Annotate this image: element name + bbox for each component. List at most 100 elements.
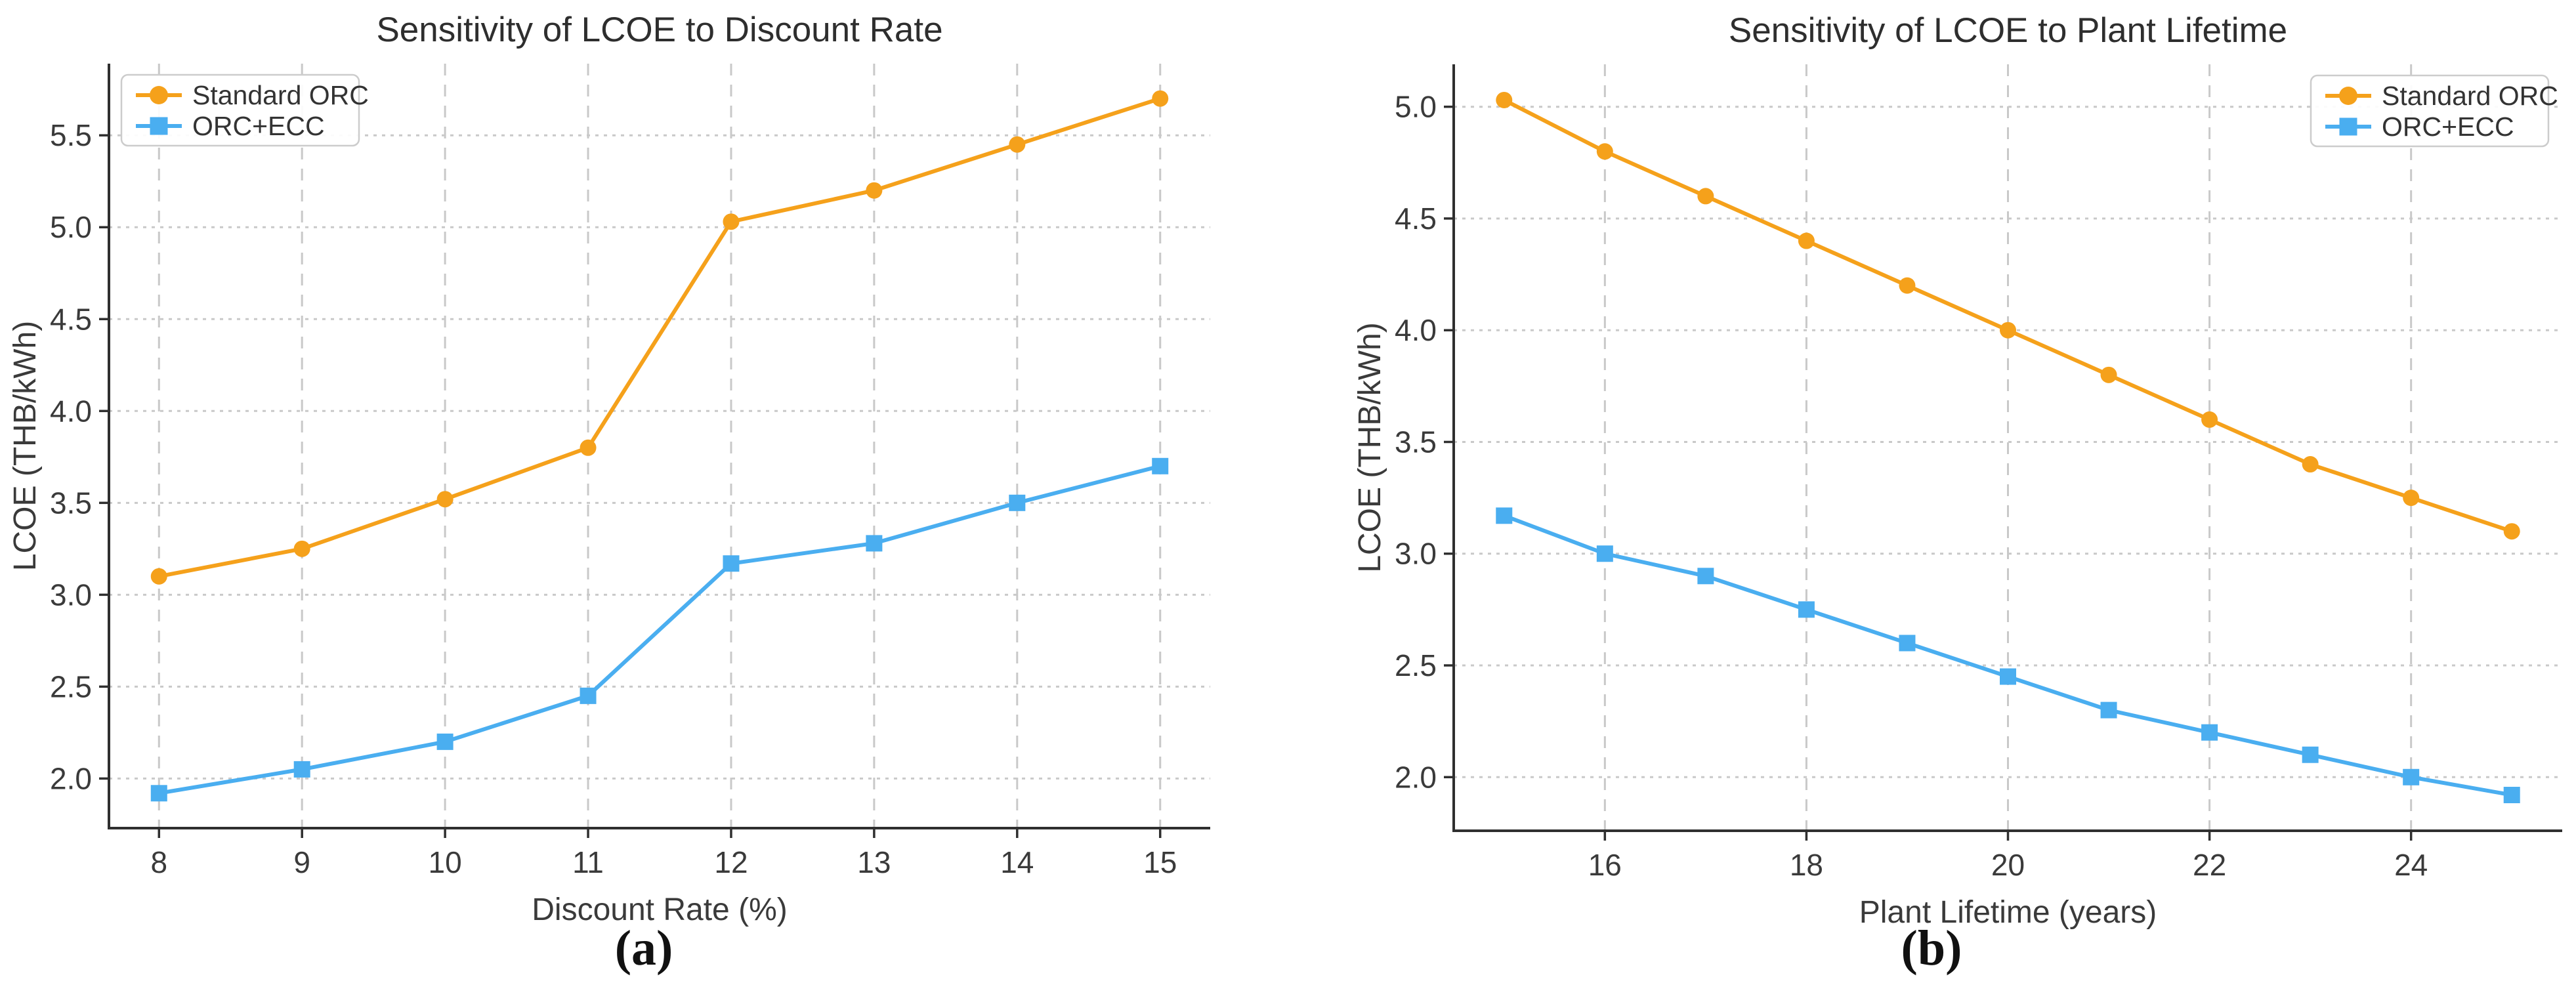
legend-item: ORC+ECC	[2325, 112, 2514, 142]
data-point-marker	[2403, 768, 2420, 785]
legend-item: Standard ORC	[136, 80, 369, 110]
y-tick-label: 2.5	[1395, 648, 1437, 682]
legend-item: Standard ORC	[2325, 81, 2558, 111]
series-line	[157, 464, 1162, 795]
data-point-marker	[1899, 277, 1916, 294]
data-point-marker	[1697, 568, 1714, 585]
data-point-marker	[2100, 701, 2117, 719]
subfigure-caption-a: (a)	[614, 921, 673, 976]
y-tick-label: 4.5	[1395, 201, 1437, 236]
data-point-marker	[1697, 188, 1714, 205]
data-point-marker	[866, 535, 883, 552]
data-point-marker	[2503, 787, 2520, 804]
x-tick-label: 15	[1143, 845, 1177, 879]
legend-label: ORC+ECC	[192, 111, 325, 141]
x-axis-label: Plant Lifetime (years)	[1859, 895, 2157, 930]
data-point-marker	[580, 439, 597, 456]
series-orc-ecc	[1496, 507, 2520, 804]
x-tick-label: 16	[1588, 848, 1622, 882]
data-point-marker	[723, 555, 740, 572]
data-point-marker	[1152, 90, 1169, 107]
y-tick-label: 4.5	[50, 302, 92, 336]
y-tick-label: 2.5	[50, 669, 92, 703]
y-tick-label: 3.0	[1395, 537, 1437, 571]
x-axis-label: Discount Rate (%)	[532, 892, 787, 927]
y-tick-label: 2.0	[1395, 760, 1437, 794]
y-tick-label: 5.0	[50, 210, 92, 244]
x-tick-label: 9	[293, 845, 310, 879]
data-point-marker	[293, 761, 310, 778]
data-point-marker	[723, 213, 740, 230]
data-point-marker	[1798, 232, 1815, 249]
x-tick-label: 20	[1991, 848, 2025, 882]
x-tick-label: 11	[572, 845, 604, 879]
series-orc-ecc	[150, 457, 1169, 802]
data-point-marker	[2000, 668, 2016, 685]
data-point-marker	[1496, 91, 1513, 108]
legend-circle-marker-icon	[2339, 87, 2357, 105]
legend-circle-marker-icon	[150, 86, 168, 104]
chart-title: Sensitivity of LCOE to Discount Rate	[376, 10, 942, 49]
data-point-marker	[1798, 601, 1815, 618]
data-point-marker	[1009, 494, 1026, 511]
data-point-marker	[150, 568, 167, 585]
x-tick-label: 13	[857, 845, 891, 879]
x-tick-label: 22	[2193, 848, 2226, 882]
legend-label: ORC+ECC	[2382, 112, 2514, 142]
series-standard-orc	[1496, 91, 2520, 540]
y-axis-label: LCOE (THB/kWh)	[1353, 322, 1387, 572]
data-point-marker	[2503, 523, 2520, 540]
data-point-marker	[1496, 507, 1513, 524]
data-point-marker	[1152, 457, 1169, 474]
data-point-marker	[580, 687, 597, 704]
x-tick-label: 12	[714, 845, 748, 879]
data-point-marker	[2403, 490, 2420, 507]
plot-background	[0, 0, 1288, 1004]
chart-title: Sensitivity of LCOE to Plant Lifetime	[1729, 11, 2287, 50]
data-point-marker	[2201, 724, 2218, 741]
x-tick-label: 10	[429, 845, 462, 879]
data-point-marker	[2302, 456, 2319, 473]
x-tick-label: 8	[150, 845, 167, 879]
axes: 8 9 10 11 12 13 14 15 2.0 2.5 3.0 3.5 4.0 4.5 5.0 5.5	[50, 64, 1210, 879]
y-tick-label: 5.5	[50, 118, 92, 152]
data-point-marker	[436, 733, 454, 750]
legend-square-marker-icon	[150, 117, 168, 135]
chart-canvas: 16 18 20 22 24 2.0 2.5 3.0 3.5 4.0 4.5 5.0 Sensitivi…	[1288, 0, 2576, 1004]
data-point-marker	[866, 182, 883, 199]
y-tick-label: 2.0	[50, 761, 92, 795]
legend-label: Standard ORC	[2382, 81, 2558, 111]
axes: 16 18 20 22 24 2.0 2.5 3.0 3.5 4.0 4.5 5.0	[1395, 64, 2562, 882]
x-tick-label: 14	[1000, 845, 1034, 879]
data-point-marker	[2201, 411, 2218, 428]
legend-item: ORC+ECC	[136, 111, 325, 141]
subfigure-caption-b: (b)	[1901, 921, 1962, 976]
y-tick-label: 4.0	[50, 394, 92, 428]
y-axis-label: LCOE (THB/kWh)	[8, 321, 43, 571]
x-tick-label: 18	[1790, 848, 1823, 882]
y-tick-label: 4.0	[1395, 313, 1437, 347]
legend-label: Standard ORC	[192, 80, 369, 110]
series-standard-orc	[150, 90, 1169, 585]
plot-background	[1288, 0, 2576, 1004]
series-line	[157, 96, 1162, 579]
y-tick-label: 3.5	[50, 486, 92, 520]
y-tick-label: 3.5	[1395, 425, 1437, 459]
data-point-marker	[1596, 143, 1613, 160]
y-tick-label: 5.0	[1395, 90, 1437, 124]
data-point-marker	[1009, 136, 1026, 153]
data-point-marker	[2302, 746, 2319, 763]
chart-plant-lifetime: 16 18 20 22 24 2.0 2.5 3.0 3.5 4.0 4.5 5.0 Sensitivi…	[1288, 0, 2576, 1004]
y-tick-label: 3.0	[50, 577, 92, 612]
data-point-marker	[150, 785, 167, 802]
data-point-marker	[293, 540, 310, 557]
chart-discount-rate: 8 9 10 11 12 13 14 15 2.0 2.5 3.0 3.5 4.0 4.5 5.0 5.5 Se…	[0, 0, 1288, 1004]
data-point-marker	[436, 491, 454, 508]
chart-canvas: 8 9 10 11 12 13 14 15 2.0 2.5 3.0 3.5 4.0 4.5 5.0 5.5 Se…	[0, 0, 1288, 1004]
x-tick-label: 24	[2394, 848, 2428, 882]
data-point-marker	[2000, 322, 2016, 339]
data-point-marker	[2100, 366, 2117, 383]
